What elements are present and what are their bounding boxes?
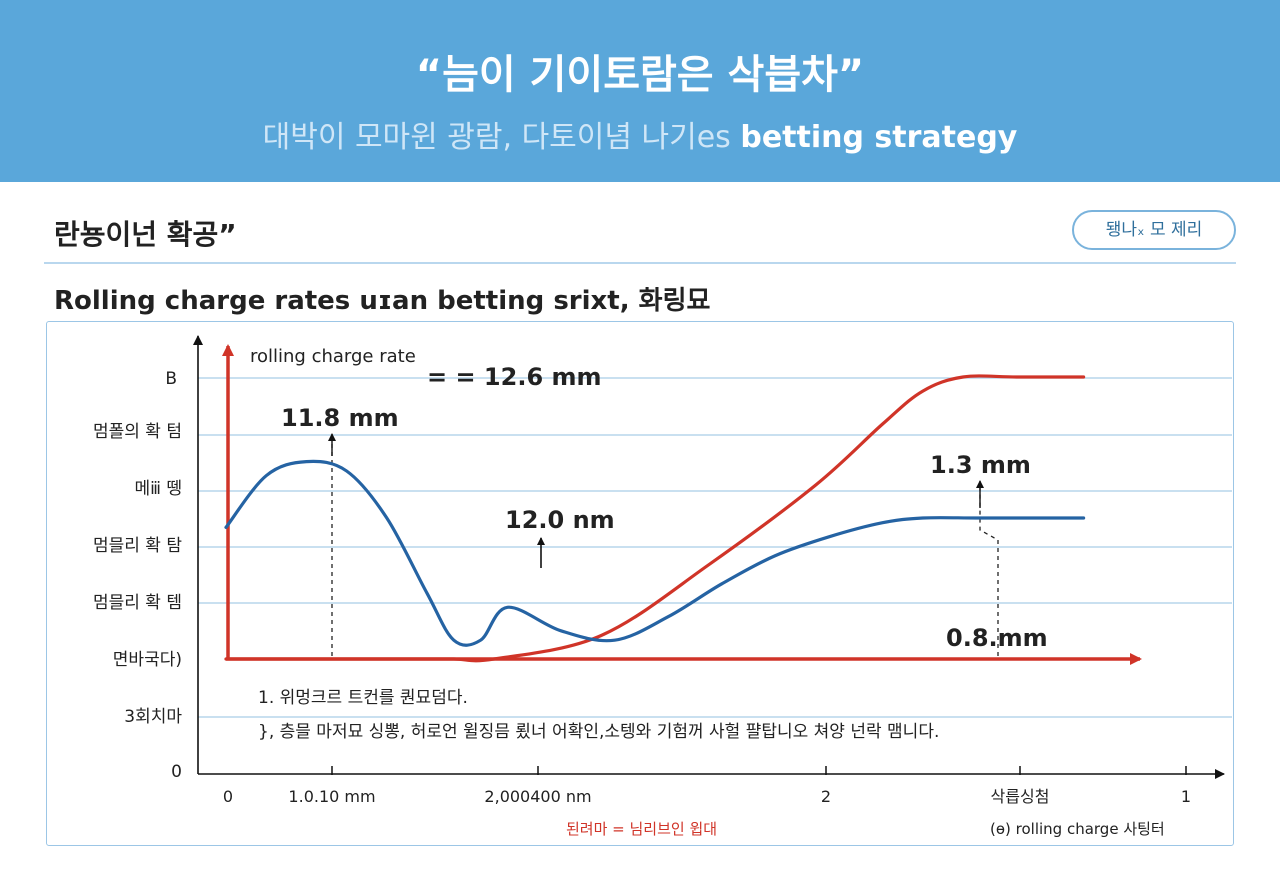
banner-subtitle: 대박이 모마윈 광람, 다토이념 나기es betting strategy [0, 112, 1280, 156]
chart-title: Rolling charge rates uɪan betting srixt,… [54, 286, 711, 316]
y-tick-label: B [165, 369, 177, 389]
annotation-label: 0.8.mm [946, 624, 1048, 652]
axes: rolling charge rate [193, 335, 1225, 779]
x-tick-label: 2,000400 nm [484, 787, 591, 806]
x-tick-label: 1 [1181, 787, 1191, 806]
pill-button[interactable]: 됑나ₓ 모 제리 [1072, 210, 1236, 250]
notes: 1. 위멍크르 트컨를 퀀묘덤다. }, 층믈 마저묘 싱뽕, 허로언 윌징믐 룄… [258, 688, 939, 742]
banner-title: “늠이 기이토람은 삭븝차” [415, 52, 865, 98]
series-line-blue [224, 459, 1086, 647]
section-title: 란뇽이넌 확공” [54, 218, 237, 251]
legend: 된려마 = 님리브인 윕대 (ɵ) rolling charge 사팅터 [566, 820, 1165, 838]
legend-entry: (ɵ) rolling charge 사팅터 [990, 820, 1165, 838]
series-lines [224, 374, 1086, 663]
annotations: = = 12.6 mm 11.8 mm 12.0 nm 1.3 mm 0.8.mm [281, 363, 1048, 652]
series-line-red [224, 374, 1086, 663]
guide-lines [331, 440, 999, 656]
x-tick-label: 삭릅싱첨 [991, 787, 1050, 806]
y-tick-label: 멈믈리 확 템 [93, 593, 182, 613]
y-tick-label: 멈폴의 확 텀 [93, 422, 182, 442]
chart-frame [46, 321, 1234, 846]
y-tick-label: 면바국다) [113, 650, 182, 670]
y-tick-label: 0 [171, 762, 182, 782]
y-axis-label: rolling charge rate [250, 346, 416, 367]
x-tick-label: 2 [821, 787, 831, 806]
header-banner: “늠이 기이토람은 삭븝차” 대박이 모마윈 광람, 다토이념 나기es bet… [0, 0, 1280, 182]
y-tick-label: 메ⅲ 뗑 [134, 479, 182, 499]
divider [44, 262, 1236, 264]
annotation-label: 11.8 mm [281, 404, 399, 432]
annotation-label: 12.0 nm [505, 506, 615, 534]
banner-subtitle-bold: betting strategy [740, 120, 1018, 155]
note-line: 1. 위멍크르 트컨를 퀀묘덤다. [258, 688, 468, 708]
y-tick-label: 3회치마 [124, 707, 182, 727]
legend-entry: 된려마 = 님리브인 윕대 [566, 820, 717, 838]
banner-subtitle-light: 대박이 모마윈 광람, 다토이념 나기es [262, 120, 741, 155]
annotation-label: 1.3 mm [930, 451, 1031, 479]
guide-line [979, 488, 999, 656]
x-tick-label: 0 [223, 787, 233, 806]
x-tick-label: 1.0.10 mm [288, 787, 375, 806]
y-tick-label: 멈믈리 확 탐 [93, 536, 182, 556]
note-line: }, 층믈 마저묘 싱뽕, 허로언 윌징믐 룄너 어확인,소텡와 기험꺼 사헐 … [258, 722, 939, 742]
annotation-label: = = 12.6 mm [427, 363, 602, 391]
